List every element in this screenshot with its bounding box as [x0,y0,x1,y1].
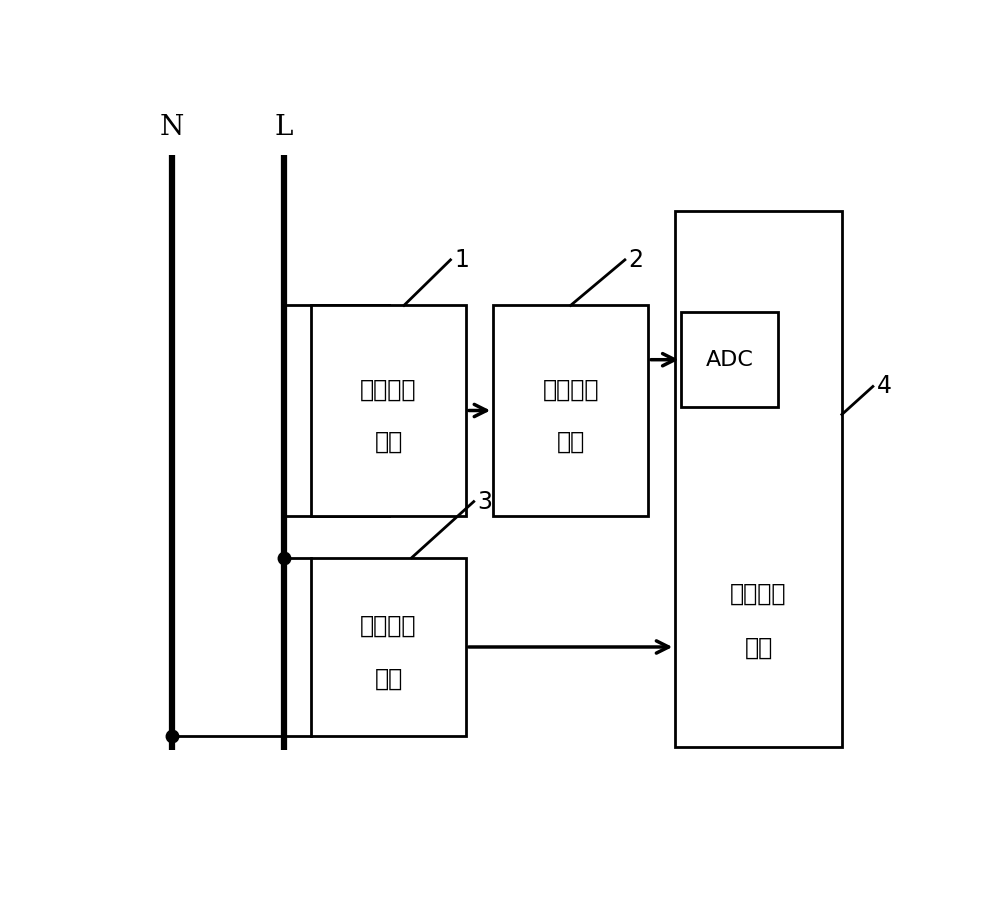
Text: N: N [159,114,184,141]
Text: 电路: 电路 [374,430,403,454]
Text: 过零检测: 过零检测 [360,614,417,638]
Bar [675,211,842,747]
Text: 电路: 电路 [744,636,773,660]
Text: 电路: 电路 [556,430,585,454]
Text: 信号放大: 信号放大 [542,378,599,401]
Text: 1: 1 [454,248,469,272]
Text: 3: 3 [478,490,493,513]
Text: 4: 4 [877,375,892,399]
Bar [681,312,778,407]
Text: 2: 2 [629,248,644,272]
Text: 电路: 电路 [374,666,403,691]
Bar [493,306,648,516]
Text: ADC: ADC [706,349,754,369]
Bar [311,558,466,736]
Text: L: L [275,114,293,141]
Text: 电流检测: 电流检测 [360,378,417,401]
Bar [311,306,466,516]
Text: 信号处理: 信号处理 [730,582,787,606]
